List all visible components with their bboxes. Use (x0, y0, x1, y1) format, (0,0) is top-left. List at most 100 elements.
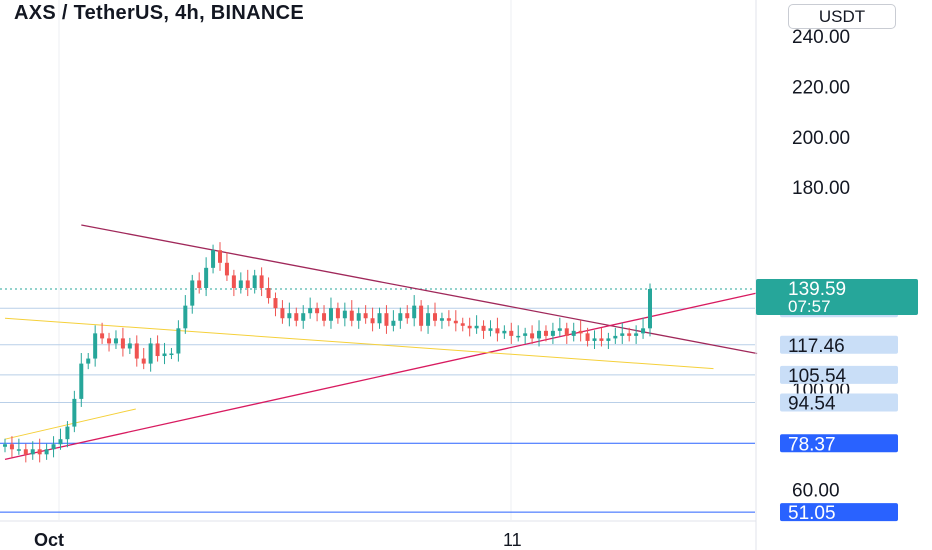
candle (134, 343, 139, 359)
candle (72, 398, 77, 427)
candle (557, 328, 562, 331)
candle (44, 449, 49, 455)
candle (516, 335, 521, 338)
last-price-value: 139.59 (788, 279, 846, 300)
candle (204, 267, 209, 288)
candle (384, 313, 389, 326)
candle (363, 313, 368, 319)
candle (266, 288, 271, 299)
candle (592, 338, 597, 341)
candle (58, 439, 63, 445)
candle (100, 333, 105, 339)
candle (398, 313, 403, 321)
candle (30, 449, 35, 455)
candle (308, 308, 313, 314)
candle (155, 343, 160, 357)
candle (391, 320, 396, 326)
candle (550, 330, 555, 336)
price-label-bg (780, 503, 898, 522)
candle (51, 444, 56, 450)
candle (620, 333, 625, 336)
candle (439, 318, 444, 321)
candle (488, 328, 493, 331)
candle (502, 330, 507, 334)
y-tick-label: 200.00 (792, 128, 850, 149)
candle (606, 338, 611, 341)
candle (183, 305, 188, 329)
candle (23, 449, 28, 455)
price-label-bg (780, 365, 898, 384)
candle (3, 444, 7, 447)
candle (419, 305, 424, 326)
candle (537, 330, 542, 339)
candle (328, 308, 333, 321)
chart-title: AXS / TetherUS, 4h, BINANCE (14, 2, 304, 24)
candle (16, 449, 21, 451)
currency-button[interactable]: USDT (788, 4, 896, 29)
candle (65, 426, 70, 440)
candle (37, 449, 42, 455)
price-label-bg (780, 393, 898, 412)
candle (349, 310, 354, 321)
candle (509, 330, 514, 336)
trend-line-channel-upper (4, 317, 714, 370)
price-label-4: 78.37 (788, 434, 836, 455)
candle (141, 358, 146, 364)
candle (613, 335, 618, 339)
candle (412, 305, 417, 319)
candle (634, 333, 639, 336)
candle (627, 333, 632, 336)
candle (453, 320, 458, 324)
trend-line-support (4, 292, 758, 460)
candle (259, 275, 264, 288)
price-label-3: 94.54 (788, 394, 836, 415)
price-label-1: 117.46 (788, 336, 845, 357)
candle (377, 313, 382, 324)
candle (342, 310, 347, 319)
candle (370, 318, 375, 324)
candle (523, 333, 528, 336)
candle (79, 363, 84, 399)
price-label-2: 105.54 (788, 366, 847, 387)
candle (648, 289, 652, 329)
candle (294, 313, 299, 321)
price-label-bg (780, 434, 898, 453)
candle (127, 343, 132, 349)
candle (426, 313, 431, 326)
candle (578, 330, 583, 334)
candle (86, 358, 91, 364)
price-label-bg (780, 335, 898, 354)
candle (162, 353, 167, 357)
x-tick-label: Oct (34, 530, 64, 550)
candle (169, 353, 174, 356)
candle (231, 275, 236, 288)
candle (543, 330, 548, 336)
candle (107, 338, 112, 344)
candle (218, 250, 222, 263)
candle (120, 338, 125, 349)
candle (405, 313, 410, 319)
candle (315, 308, 320, 314)
candle (495, 328, 500, 334)
y-tick-label: 60.00 (792, 481, 840, 502)
price-label-5: 51.05 (788, 503, 836, 524)
last-price-countdown: 07:57 (788, 297, 831, 316)
candle (301, 313, 306, 321)
candle (335, 308, 340, 319)
candle (585, 333, 590, 341)
candle (280, 308, 285, 319)
candle (599, 338, 604, 341)
y-tick-label: 240.00 (792, 27, 850, 48)
y-tick-label: 220.00 (792, 77, 850, 98)
candle (93, 333, 98, 359)
candle (530, 333, 535, 339)
candle (467, 325, 472, 329)
candle (481, 325, 486, 331)
last-price-box (756, 279, 918, 316)
candle (224, 262, 229, 276)
candle (9, 444, 14, 450)
candle (211, 250, 216, 268)
x-tick-label: 11 (503, 530, 522, 550)
candle (446, 318, 451, 321)
